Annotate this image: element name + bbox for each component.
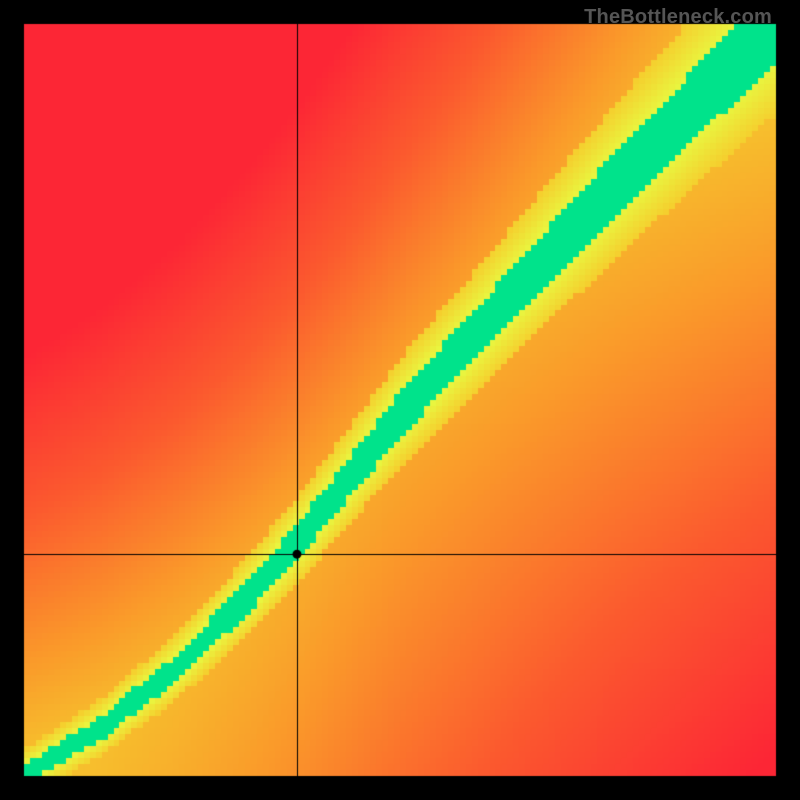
watermark-text: TheBottleneck.com xyxy=(584,6,772,29)
bottleneck-heatmap-canvas xyxy=(0,0,800,800)
image-root: TheBottleneck.com xyxy=(0,0,800,800)
